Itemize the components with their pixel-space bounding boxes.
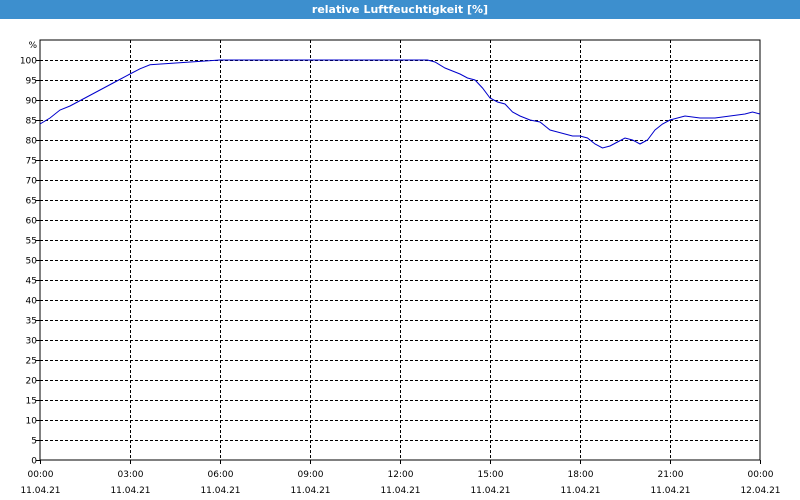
y-tick-label: 90 <box>26 97 38 107</box>
y-tick-label: 85 <box>26 117 37 127</box>
x-tick-date-label: 11.04.21 <box>290 486 330 496</box>
x-tick-date-label: 11.04.21 <box>110 486 150 496</box>
y-tick-label: 60 <box>26 217 38 227</box>
x-tick-date-label: 11.04.21 <box>20 486 60 496</box>
x-tick-date-label: 11.04.21 <box>200 486 240 496</box>
chart-title: relative Luftfeuchtigkeit [%] <box>0 0 800 19</box>
y-tick-label: 70 <box>26 177 38 187</box>
y-tick-label: 55 <box>26 237 37 247</box>
y-tick-label: 40 <box>26 297 38 307</box>
y-tick-label: 95 <box>26 77 37 87</box>
x-tick-time-label: 06:00 <box>208 470 234 480</box>
x-tick-time-label: 03:00 <box>118 470 144 480</box>
y-axis-label: % <box>28 41 37 51</box>
x-tick-date-label: 11.04.21 <box>470 486 510 496</box>
y-tick-label: 10 <box>26 417 38 427</box>
x-tick-date-label: 12.04.21 <box>740 486 780 496</box>
x-tick-date-label: 11.04.21 <box>650 486 690 496</box>
x-tick-time-label: 18:00 <box>568 470 594 480</box>
y-tick-label: 20 <box>26 377 38 387</box>
humidity-series-line <box>39 59 761 149</box>
y-tick-label: 65 <box>26 197 37 207</box>
x-tick-time-label: 00:00 <box>28 470 54 480</box>
y-tick-label: 45 <box>26 277 37 287</box>
x-tick-time-label: 00:00 <box>748 470 774 480</box>
y-tick-label: 100 <box>20 57 37 67</box>
y-tick-label: 15 <box>26 397 37 407</box>
x-tick-time-label: 15:00 <box>478 470 504 480</box>
x-tick-time-label: 09:00 <box>298 470 324 480</box>
x-axis-ticks: 00:00 11.04.21 03:00 11.04.21 06:00 11.04.21 0… <box>20 460 781 496</box>
x-tick-time-label: 21:00 <box>658 470 684 480</box>
y-tick-label: 0 <box>31 457 37 467</box>
x-tick-date-label: 11.04.21 <box>380 486 420 496</box>
y-tick-label: 35 <box>26 317 37 327</box>
y-tick-label: 5 <box>31 437 37 447</box>
y-tick-label: 25 <box>26 357 37 367</box>
y-axis-ticks: 0 5 10 15 20 25 30 35 40 45 50 55 60 65 70 75 80 85 90 95 10… <box>20 57 40 467</box>
y-tick-label: 50 <box>26 257 38 267</box>
y-tick-label: 80 <box>26 137 38 147</box>
y-tick-label: 75 <box>26 157 37 167</box>
grid-lines <box>40 40 760 460</box>
x-tick-date-label: 11.04.21 <box>560 486 600 496</box>
x-tick-time-label: 12:00 <box>388 470 414 480</box>
y-tick-label: 30 <box>26 337 38 347</box>
